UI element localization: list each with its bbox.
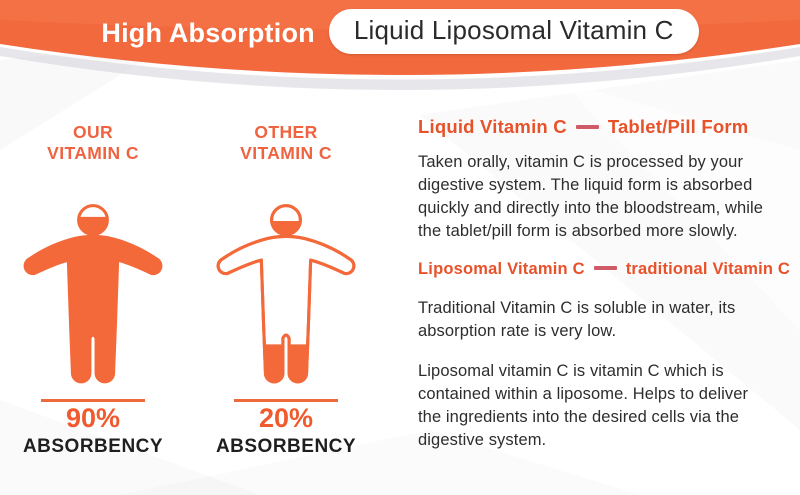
figure-other-baseline [234, 399, 338, 402]
banner-pill: Liquid Liposomal Vitamin C [328, 9, 699, 54]
banner-title: High Absorption [101, 17, 315, 48]
heading-dash [575, 125, 599, 129]
figure-our-title: OUR VITAMIN C [8, 122, 178, 164]
banner-pill-label: Liquid Liposomal Vitamin C [353, 15, 674, 45]
person-head-restroke [270, 204, 302, 236]
figure-other-title-line2: VITAMIN C [240, 143, 332, 163]
figure-our-title-line2: VITAMIN C [47, 143, 139, 163]
person-body-fill [23, 234, 163, 384]
info-text-column: Liquid Vitamin C Tablet/Pill Form Taken o… [418, 116, 790, 463]
figure-other-percent: 20% [258, 403, 314, 433]
heading-dash [593, 266, 617, 270]
figure-our-baseline [41, 399, 145, 402]
figure-our-percent: 90% [65, 403, 121, 433]
banner-content: High Absorption Liquid Liposomal Vitamin… [0, 9, 800, 54]
figure-other-title: OTHER VITAMIN C [201, 122, 371, 164]
section1-paragraph: Taken orally, vitamin C is processed by … [418, 153, 764, 240]
section1-heading-left: Liquid Vitamin C [418, 116, 567, 137]
section1-heading-right: Tablet/Pill Form [607, 116, 749, 137]
section2-paragraph2: Liposomal vitamin C is vitamin C which i… [418, 362, 749, 449]
section2-heading-right: traditional Vitamin C [625, 260, 791, 278]
person-head-fill [78, 216, 108, 235]
person-figure-our [23, 204, 163, 384]
section2-heading: Liposomal Vitamin C traditional Vitamin C [418, 260, 790, 279]
person-body-outline [216, 234, 356, 384]
figure-our-title-line1: OUR [72, 122, 114, 142]
section1-heading: Liquid Vitamin C Tablet/Pill Form [418, 116, 774, 138]
section2-heading-left: Liposomal Vitamin C [418, 260, 585, 278]
figure-other-title-line1: OTHER [254, 122, 318, 142]
figure-our-caption: ABSORBENCY [22, 436, 164, 457]
figure-other-caption: ABSORBENCY [215, 436, 357, 457]
header-banner: High Absorption Liquid Liposomal Vitamin… [0, 0, 800, 130]
person-figure-other [216, 204, 356, 384]
section2-paragraph1: Traditional Vitamin C is soluble in wate… [418, 299, 736, 340]
